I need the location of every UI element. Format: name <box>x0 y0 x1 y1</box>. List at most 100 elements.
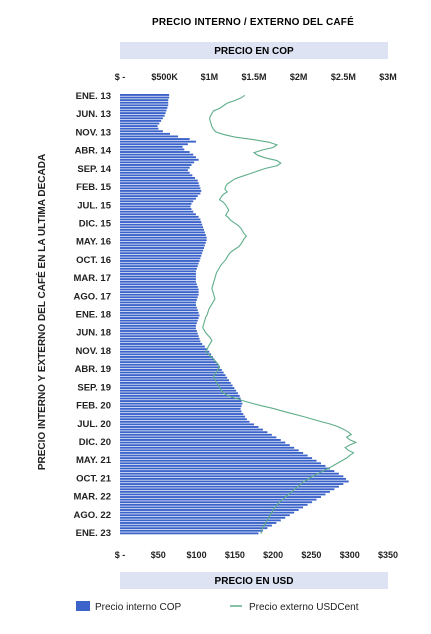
category-label: SEP. 14 <box>77 164 111 175</box>
bar <box>120 387 235 390</box>
bar <box>120 413 244 415</box>
bar <box>120 197 196 200</box>
bar <box>120 234 206 236</box>
top-tick-label: $ - <box>115 72 126 82</box>
bar <box>120 324 196 327</box>
bar <box>120 311 199 314</box>
bar <box>120 381 231 384</box>
bar <box>120 436 277 439</box>
y-axis-label: PRECIO INTERNO Y EXTERNO DEL CAFÉ EN LA … <box>35 154 48 470</box>
bar <box>120 371 224 374</box>
bar <box>120 125 158 128</box>
bar <box>120 202 192 205</box>
bar <box>120 361 217 364</box>
bar <box>120 119 162 122</box>
bars-series-cop <box>120 94 349 535</box>
bar <box>120 532 259 535</box>
top-tick-label: $2.5M <box>331 72 356 82</box>
bottom-tick-label: $150 <box>225 550 245 560</box>
bar <box>120 94 170 96</box>
category-labels: ENE. 13 JUN. 13 NOV. 13 ABR. 14 SEP. 14 FEB. … <box>74 91 112 539</box>
bar <box>120 270 196 273</box>
bar <box>120 215 199 218</box>
bar <box>120 166 190 169</box>
bottom-tick-label: $350 <box>378 550 398 560</box>
category-label: NOV. 13 <box>75 127 111 138</box>
bar <box>120 368 222 371</box>
bar <box>120 519 281 522</box>
top-axis-band <box>120 42 388 59</box>
bar <box>120 485 339 488</box>
bar <box>120 322 197 325</box>
bar <box>120 247 204 249</box>
bar <box>120 210 194 213</box>
bar <box>120 516 286 519</box>
bar <box>120 477 347 480</box>
bar <box>120 275 196 278</box>
bar <box>120 291 199 294</box>
bar <box>120 451 304 454</box>
bar <box>120 483 344 486</box>
bar <box>120 529 263 532</box>
bar <box>120 441 286 444</box>
bottom-tick-label: $300 <box>340 550 360 560</box>
bar <box>120 189 202 192</box>
bar <box>120 353 212 356</box>
bar <box>120 164 192 166</box>
bottom-tick-label: $ - <box>115 550 126 560</box>
bar <box>120 151 190 153</box>
bar <box>120 467 330 470</box>
bar <box>120 135 179 138</box>
bottom-tick-label: $50 <box>151 550 166 560</box>
bar <box>120 244 205 247</box>
bar <box>120 169 188 172</box>
bar <box>120 423 254 426</box>
bar <box>120 254 202 257</box>
bar <box>120 317 199 319</box>
bar <box>120 228 204 231</box>
legend-label-cop: Precio interno COP <box>95 602 181 613</box>
bar <box>120 122 160 125</box>
bar <box>120 327 196 330</box>
bar <box>120 433 272 436</box>
bar <box>120 174 193 177</box>
bar <box>120 208 192 211</box>
bar <box>120 384 233 387</box>
legend-swatch-cop <box>76 601 90 611</box>
bar <box>120 480 349 483</box>
category-label: JUL. 20 <box>77 419 111 430</box>
bar <box>120 475 344 478</box>
bar <box>120 260 200 262</box>
bar <box>120 241 206 244</box>
bar <box>120 426 259 428</box>
bar <box>120 498 317 501</box>
top-tick-label: $2M <box>290 72 308 82</box>
bar <box>120 454 308 457</box>
category-label: JUL. 15 <box>77 200 112 211</box>
bar <box>120 143 188 146</box>
bar <box>120 213 196 216</box>
bar <box>120 262 199 265</box>
bar <box>120 503 308 506</box>
bar <box>120 283 197 286</box>
bar <box>120 358 215 361</box>
bar <box>120 527 268 530</box>
bar <box>120 490 330 493</box>
bottom-tick-label: $250 <box>301 550 321 560</box>
bar <box>120 184 200 187</box>
bar <box>120 138 190 140</box>
category-label: AGO. 22 <box>74 510 112 521</box>
bar <box>120 153 194 156</box>
bar <box>120 374 226 377</box>
category-label: DIC. 15 <box>79 218 112 229</box>
bar <box>120 177 196 179</box>
bar <box>120 444 290 447</box>
top-tick-label: $500K <box>151 72 178 82</box>
category-label: ENE. 18 <box>76 310 111 321</box>
legend: Precio interno COP Precio externo USDCen… <box>76 601 359 613</box>
bar <box>120 265 198 268</box>
bar <box>120 405 242 408</box>
top-axis-ticks: $ - $500K $1M $1.5M $2M $2.5M $3M <box>115 72 397 82</box>
bar <box>120 449 299 452</box>
bar <box>120 140 196 143</box>
